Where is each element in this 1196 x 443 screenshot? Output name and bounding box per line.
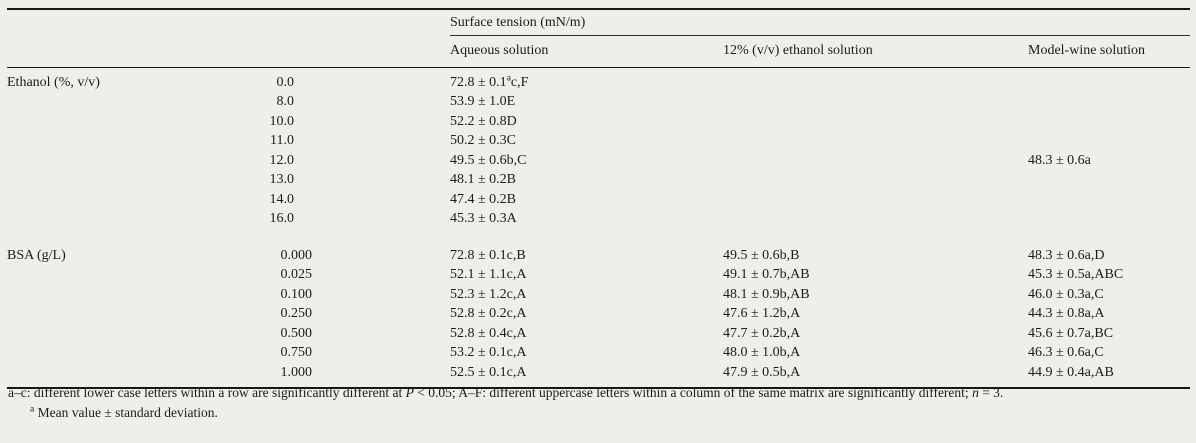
level-value: 8.0 [276, 94, 295, 109]
table-row: 0.025 52.1 ± 1.1c,A 49.1 ± 0.7b,AB 45.3 … [7, 265, 1190, 285]
level-value: 0.100 [280, 286, 313, 302]
level-value: 0.500 [280, 325, 313, 341]
table-footnotes: a–c: different lower case letters within… [8, 384, 1190, 422]
level-value: 0.000 [280, 247, 313, 263]
modelwine-value [1028, 92, 1190, 112]
aqueous-value: 52.5 ± 0.1c,A [450, 364, 527, 380]
level-value: 13.0 [269, 172, 295, 187]
group-ethanol: Ethanol (%, v/v) 0.0 72.8 ± 0.1ac,F 8.0 … [7, 73, 1190, 229]
ethanol12-value [723, 73, 1028, 93]
modelwine-value: 48.3 ± 0.6a [1028, 152, 1091, 168]
surface-tension-table: Surface tension (mN/m) Aqueous solution … [7, 8, 1190, 389]
level-value: 12.0 [269, 152, 295, 168]
aqueous-value: 48.1 ± 0.2B [450, 172, 517, 187]
aqueous-value: 52.8 ± 0.4c,A [450, 325, 527, 341]
table-header-span-row: Surface tension (mN/m) [7, 10, 1190, 36]
modelwine-value [1028, 190, 1190, 210]
column-header-modelwine: Model-wine solution [1028, 43, 1146, 58]
table-row: 0.250 52.8 ± 0.2c,A 47.6 ± 1.2b,A 44.3 ±… [7, 304, 1190, 324]
level-value: 0.025 [280, 267, 313, 282]
modelwine-value [1028, 73, 1190, 93]
footnote-significance: a–c: different lower case letters within… [8, 385, 1004, 400]
aqueous-value: 72.8 ± 0.1ac,F [450, 72, 529, 90]
footnote-mean-sd: a Mean value ± standard deviation. [30, 404, 218, 420]
span-column-header: Surface tension (mN/m) [450, 13, 1190, 36]
table-row: 12.0 49.5 ± 0.6b,C 48.3 ± 0.6a [7, 151, 1190, 171]
modelwine-value: 45.6 ± 0.7a,BC [1028, 325, 1114, 341]
table-row: 8.0 53.9 ± 1.0E [7, 92, 1190, 112]
level-value: 0.250 [280, 306, 313, 321]
ethanol12-value [723, 92, 1028, 112]
aqueous-value: 49.5 ± 0.6b,C [450, 152, 527, 168]
ethanol12-value: 49.1 ± 0.7b,AB [723, 267, 810, 282]
ethanol12-value [723, 112, 1028, 132]
level-value: 0.750 [280, 345, 313, 360]
empty-header-cell [312, 36, 450, 67]
aqueous-value: 47.4 ± 0.2B [450, 191, 517, 207]
table-subheader-row: Aqueous solution 12% (v/v) ethanol solut… [7, 36, 1190, 68]
table-row: 13.0 48.1 ± 0.2B [7, 170, 1190, 190]
modelwine-value: 44.3 ± 0.8a,A [1028, 306, 1105, 321]
modelwine-value [1028, 131, 1190, 151]
modelwine-value: 48.3 ± 0.6a,D [1028, 247, 1105, 263]
level-value: 14.0 [269, 191, 295, 207]
ethanol12-value: 47.9 ± 0.5b,A [723, 364, 801, 380]
aqueous-value: 52.8 ± 0.2c,A [450, 306, 527, 321]
level-value: 16.0 [269, 211, 295, 226]
aqueous-value: 53.9 ± 1.0E [450, 94, 516, 109]
level-value: 0.0 [276, 74, 295, 90]
ethanol12-value: 48.1 ± 0.9b,AB [723, 286, 810, 302]
aqueous-value: 45.3 ± 0.3A [450, 211, 517, 226]
table-row: 0.750 53.2 ± 0.1c,A 48.0 ± 1.0b,A 46.3 ±… [7, 343, 1190, 363]
table-row: BSA (g/L) 0.000 72.8 ± 0.1c,B 49.5 ± 0.6… [7, 246, 1190, 266]
aqueous-value: 72.8 ± 0.1c,B [450, 247, 526, 263]
table-header: Surface tension (mN/m) Aqueous solution … [7, 10, 1190, 68]
ethanol12-value [723, 131, 1028, 151]
group-label-bsa: BSA (g/L) [7, 247, 66, 263]
ethanol12-value [723, 190, 1028, 210]
level-value: 10.0 [269, 113, 295, 129]
modelwine-value [1028, 112, 1190, 132]
modelwine-value [1028, 170, 1190, 190]
ethanol12-value [723, 209, 1028, 229]
ethanol12-value [723, 170, 1028, 190]
aqueous-value: 53.2 ± 0.1c,A [450, 345, 527, 360]
table-row: Ethanol (%, v/v) 0.0 72.8 ± 0.1ac,F [7, 73, 1190, 93]
table-row: 0.500 52.8 ± 0.4c,A 47.7 ± 0.2b,A 45.6 ±… [7, 324, 1190, 344]
table-row: 16.0 45.3 ± 0.3A [7, 209, 1190, 229]
aqueous-value: 52.2 ± 0.8D [450, 113, 517, 129]
ethanol12-value: 47.7 ± 0.2b,A [723, 325, 801, 341]
modelwine-value: 45.3 ± 0.5a,ABC [1028, 267, 1124, 282]
aqueous-value: 50.2 ± 0.3C [450, 133, 517, 148]
ethanol12-value: 47.6 ± 1.2b,A [723, 306, 801, 321]
column-header-ethanol12: 12% (v/v) ethanol solution [723, 43, 873, 58]
group-bsa: BSA (g/L) 0.000 72.8 ± 0.1c,B 49.5 ± 0.6… [7, 246, 1190, 383]
ethanol12-value: 48.0 ± 1.0b,A [723, 345, 801, 360]
modelwine-value: 46.0 ± 0.3a,C [1028, 286, 1104, 302]
ethanol12-value: 49.5 ± 0.6b,B [723, 247, 800, 263]
table-row: 14.0 47.4 ± 0.2B [7, 190, 1190, 210]
level-value: 1.000 [280, 364, 313, 380]
table-row: 0.100 52.3 ± 1.2c,A 48.1 ± 0.9b,AB 46.0 … [7, 285, 1190, 305]
table-body: Ethanol (%, v/v) 0.0 72.8 ± 0.1ac,F 8.0 … [7, 68, 1190, 389]
modelwine-value: 44.9 ± 0.4a,AB [1028, 364, 1114, 380]
column-header-aqueous: Aqueous solution [450, 43, 549, 58]
table-row: 10.0 52.2 ± 0.8D [7, 112, 1190, 132]
group-label-ethanol: Ethanol (%, v/v) [7, 74, 100, 90]
empty-header-cell [230, 36, 312, 67]
aqueous-value: 52.3 ± 1.2c,A [450, 286, 527, 302]
aqueous-value: 52.1 ± 1.1c,A [450, 267, 527, 282]
ethanol12-value [723, 151, 1028, 171]
empty-header-cell [7, 36, 230, 67]
table-row: 11.0 50.2 ± 0.3C [7, 131, 1190, 151]
modelwine-value: 46.3 ± 0.6a,C [1028, 345, 1104, 360]
modelwine-value [1028, 209, 1190, 229]
level-value: 11.0 [270, 133, 294, 148]
table-row: 1.000 52.5 ± 0.1c,A 47.9 ± 0.5b,A 44.9 ±… [7, 363, 1190, 383]
